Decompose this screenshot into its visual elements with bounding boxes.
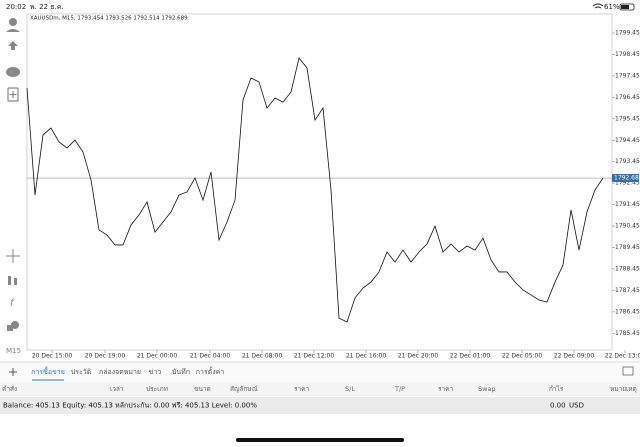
price-label: 1792.689	[614, 175, 640, 182]
x-tick-label: 22 Dec 01:00	[450, 353, 491, 360]
y-tick-label: 1795.450	[615, 115, 640, 122]
column-header-label: หมายเหตุ	[610, 385, 637, 393]
y-tick-label: 1793.450	[615, 158, 640, 165]
column-header-label: กำไร	[549, 385, 564, 393]
column-header-label: Swap	[478, 385, 496, 393]
column-header-label: ประเภท	[146, 385, 168, 393]
tab[interactable]: ประวัติ	[71, 368, 92, 376]
columns: คำสั่ง เวลา ประเภท ขนาด สัญลักษณ์ ราคา S/L T/P ร…	[2, 384, 637, 393]
x-tick-label: 21 Dec 16:00	[346, 353, 387, 360]
timeframe-button[interactable]: M15	[6, 347, 21, 355]
y-tick-label: 1792.450	[615, 180, 640, 187]
wifi-icon	[592, 3, 604, 9]
column-header-label: เวลา	[110, 385, 124, 393]
chart-frame	[26, 13, 613, 351]
chart-title: XAUUSDm, M15, 1793.454 1793.526 1792.514…	[30, 16, 188, 22]
tab[interactable]: กล่องจดหมาย	[99, 368, 141, 376]
candles-icon[interactable]	[8, 276, 11, 285]
account-icon-body	[6, 29, 20, 32]
column-header-label: สัญลักษณ์	[230, 385, 258, 393]
status-date: พ. 22 ธ.ค.	[30, 3, 64, 11]
candles-icon-2	[14, 278, 17, 285]
price-label-box	[612, 174, 639, 183]
balance-profit: 0.00	[550, 402, 566, 410]
column-header	[0, 382, 640, 396]
home-indicator	[236, 438, 404, 442]
column-header-label: S/L	[345, 385, 355, 393]
crosshair-icon[interactable]	[6, 249, 20, 263]
tab[interactable]: การตั้งค่า	[196, 365, 225, 376]
y-tick-label: 1794.450	[615, 137, 640, 144]
x-tick-label: 20 Dec 15:00	[32, 353, 73, 360]
column-header-label: คำสั่ง	[2, 384, 17, 393]
column-header-label: ราคา	[294, 385, 309, 393]
y-tick-label: 1798.450	[615, 51, 640, 58]
status-battery: 61%	[604, 3, 620, 11]
left-toolbar: f	[6, 18, 20, 331]
price-line-series	[26, 57, 604, 323]
x-tick-label: 21 Dec 08:00	[242, 353, 283, 360]
status-time: 20:02	[6, 3, 26, 11]
x-tick-label: 21 Dec 04:00	[190, 353, 231, 360]
y-tick-label: 1791.450	[615, 201, 640, 208]
balance-currency: USD	[569, 402, 584, 410]
x-tick-label: 21 Dec 20:00	[398, 353, 439, 360]
tab[interactable]: ข่าว	[149, 368, 162, 376]
y-tick-label: 1790.450	[615, 223, 640, 230]
x-tick-label: 22 Dec 09:00	[554, 353, 595, 360]
y-tick-label: 1786.450	[615, 308, 640, 315]
y-tick-label: 1789.450	[615, 244, 640, 251]
balance-text: Balance: 405.13 Equity: 405.13 หลักประกั…	[3, 402, 257, 410]
indicators-icon[interactable]: f	[10, 298, 15, 309]
column-header-label: ขนาด	[194, 385, 211, 393]
tab[interactable]: การซื้อขาย	[31, 365, 65, 376]
new-order-button[interactable]	[9, 368, 17, 376]
x-tick-label: 21 Dec 00:00	[137, 353, 178, 360]
x-tick-label: 21 Dec 12:00	[294, 353, 335, 360]
column-header-label: ราคา	[438, 385, 453, 393]
new-chart-icon[interactable]	[7, 87, 19, 102]
balance-row	[0, 397, 640, 414]
toolbox-icon[interactable]	[622, 366, 634, 376]
trade-icon[interactable]	[8, 41, 18, 50]
battery-level	[621, 5, 629, 9]
new-chart-plus	[9, 91, 17, 98]
y-tick-label: 1799.450	[615, 30, 640, 37]
y-tick-label: 1787.450	[615, 287, 640, 294]
y-tick-label: 1785.450	[615, 330, 640, 337]
x-tick-label: 22 Dec 05:00	[502, 353, 543, 360]
account-icon[interactable]	[9, 18, 17, 26]
objects-icon-2	[7, 325, 13, 331]
tab[interactable]: บันทึก	[172, 367, 190, 376]
tabs: การซื้อขาย ประวัติ กล่องจดหมาย ข่าว บันทึก กา…	[31, 365, 225, 381]
battery-icon	[619, 3, 635, 11]
chart: 1799.450 1798.450 1797.450 1796.450 1795.450…	[26, 30, 640, 360]
chat-icon[interactable]	[6, 67, 20, 77]
y-tick-label: 1788.450	[615, 265, 640, 272]
x-tick-label: 22 Dec 13:00	[605, 353, 640, 360]
y-tick-label: 1797.450	[615, 72, 640, 79]
column-header-label: T/P	[394, 385, 405, 393]
x-tick-label: 20 Dec 19:00	[85, 353, 126, 360]
y-tick-label: 1796.450	[615, 94, 640, 101]
tab-bar	[0, 362, 640, 382]
